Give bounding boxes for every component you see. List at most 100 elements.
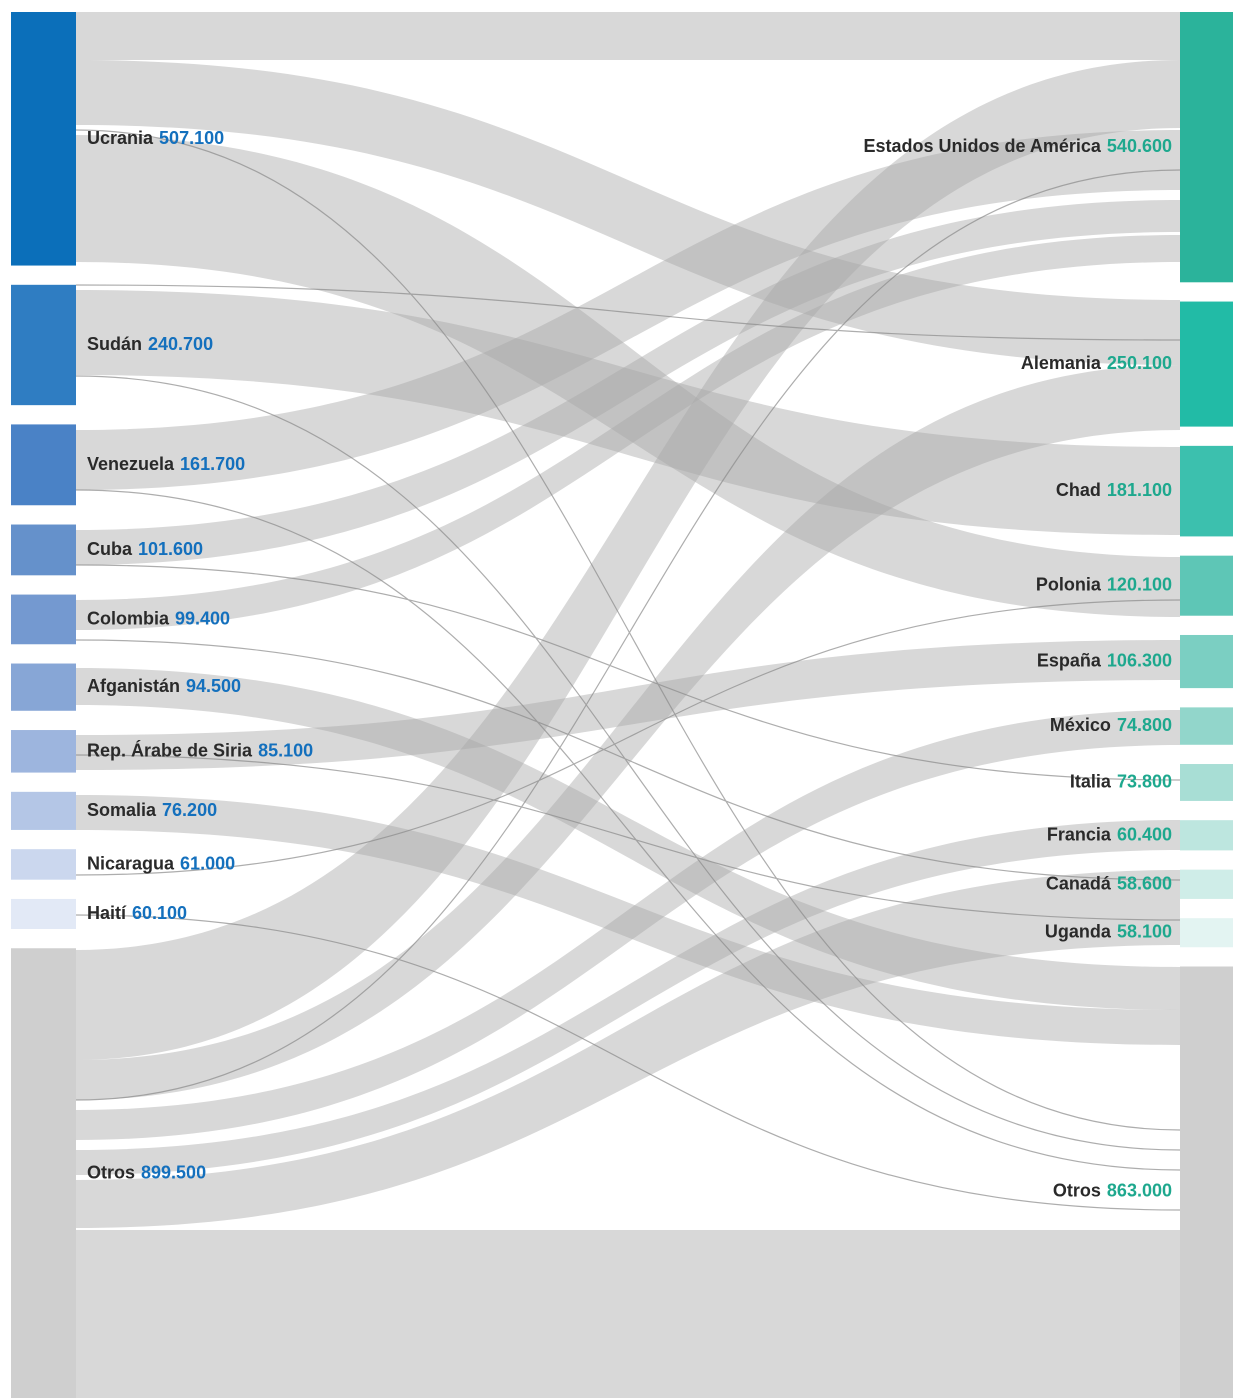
node-name: Venezuela [87,454,175,474]
node-name: Cuba [87,539,133,559]
node [1180,966,1233,1398]
node-label: Alemania 250.100 [1021,353,1172,373]
node [11,663,76,711]
node [11,594,76,645]
node-name: Uganda [1045,921,1112,941]
node-name: México [1050,715,1111,735]
node-name: Haití [87,903,127,923]
node [1180,12,1233,283]
node [11,849,76,880]
node-label: Venezuela 161.700 [87,454,245,474]
node-value: 863.000 [1107,1180,1172,1200]
node-name: Ucrania [87,128,154,148]
node-value: 106.300 [1107,650,1172,670]
flow [76,290,1180,535]
node-value: 101.600 [138,539,203,559]
node-value: 250.100 [1107,353,1172,373]
node-value: 73.800 [1117,771,1172,791]
node [11,284,76,406]
node [1180,869,1233,899]
node-label: España 106.300 [1037,650,1172,670]
node-label: Afganistán 94.500 [87,676,241,696]
flow [76,640,1180,770]
node-label: Chad 181.100 [1056,480,1172,500]
node [1180,445,1233,537]
node-label: Estados Unidos de América 540.600 [864,136,1172,156]
node-label: Rep. Árabe de Siria 85.100 [87,739,313,760]
flow [76,200,1180,565]
node-label: Haití 60.100 [87,903,187,923]
node-value: 120.100 [1107,574,1172,594]
node-name: Somalia [87,800,157,820]
node-value: 76.200 [162,800,217,820]
node-name: Otros [87,1162,135,1182]
node-name: Nicaragua [87,853,175,873]
node [11,12,76,266]
node-value: 85.100 [258,740,313,760]
node-label: Otros 899.500 [87,1162,206,1182]
node-label: Francia 60.400 [1047,824,1172,844]
flows [75,12,1181,1398]
node-value: 58.600 [1117,873,1172,893]
node-name: Sudán [87,334,142,354]
node-name: Colombia [87,608,170,628]
node-name: Italia [1070,771,1112,791]
node-name: Estados Unidos de América [864,136,1102,156]
node-label: Colombia 99.400 [87,608,230,628]
flow [76,710,1180,1140]
node-name: Otros [1053,1180,1101,1200]
flow [76,12,1180,60]
node-value: 60.400 [1117,824,1172,844]
node-name: Francia [1047,824,1112,844]
flow [76,365,1180,1100]
flow [76,135,1180,617]
node-label: Sudán 240.700 [87,334,213,354]
flow [76,130,1180,490]
node [11,791,76,830]
node-value: 899.500 [141,1162,206,1182]
node-label: Otros 863.000 [1053,1180,1172,1200]
node [1180,555,1233,616]
node-name: España [1037,650,1102,670]
node-label: México 74.800 [1050,715,1172,735]
node [11,948,76,1398]
flow [76,795,1180,1045]
node-value: 74.800 [1117,715,1172,735]
node-label: Somalia 76.200 [87,800,217,820]
node [11,424,76,506]
node-value: 181.100 [1107,480,1172,500]
node-name: Afganistán [87,676,180,696]
flow [76,1230,1180,1398]
flow [76,60,1180,365]
node-label: Nicaragua 61.000 [87,853,235,873]
node [1180,707,1233,745]
node [1180,820,1233,851]
node-label: Canadá 58.600 [1046,873,1172,893]
node-name: Polonia [1036,574,1102,594]
node [1180,301,1233,427]
node-label: Cuba 101.600 [87,539,203,559]
node-label: Uganda 58.100 [1045,921,1172,941]
node [11,898,76,929]
node [1180,918,1233,948]
node [1180,634,1233,689]
node-name: Alemania [1021,353,1102,373]
node-label: Ucrania 507.100 [87,128,224,148]
node-name: Canadá [1046,873,1112,893]
flow-line [75,129,1181,1211]
flow [76,668,1180,1010]
node-value: 507.100 [159,128,224,148]
flow [76,235,1180,630]
node-value: 161.700 [180,454,245,474]
node-name: Rep. Árabe de Siria [87,739,253,760]
node [11,730,76,773]
node-name: Chad [1056,480,1101,500]
node-value: 60.100 [132,903,187,923]
node-value: 58.100 [1117,921,1172,941]
flow [76,870,1180,1228]
flow [76,60,1180,1060]
node [11,524,76,576]
nodes: Ucrania 507.100 Sudán 240.700 Venezuela 161.7… [11,12,1233,1398]
node-value: 99.400 [175,608,230,628]
